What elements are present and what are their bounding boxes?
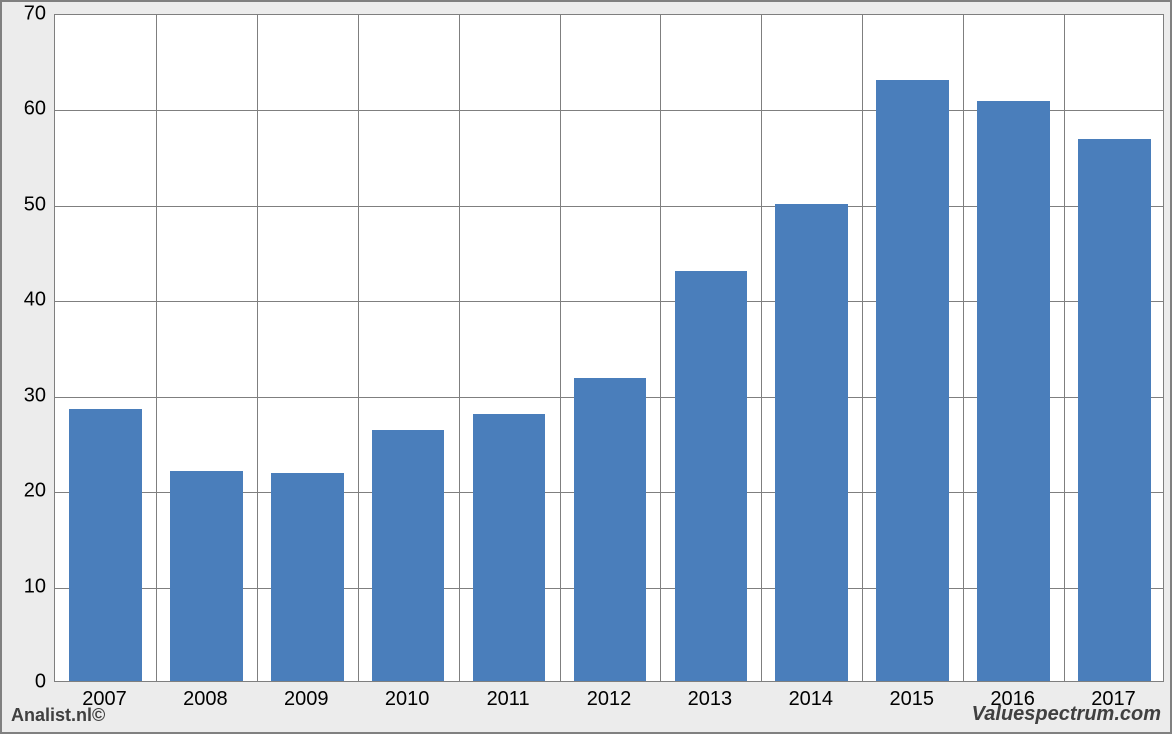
x-tick-label: 2008 (155, 688, 255, 711)
x-tick-label: 2015 (862, 688, 962, 711)
x-tick-label: 2013 (660, 688, 760, 711)
bar (69, 409, 142, 681)
footer-left-credit: Analist.nl© (11, 705, 105, 726)
y-tick-label: 20 (6, 480, 46, 503)
gridline-vertical (459, 15, 460, 681)
gridline-vertical (963, 15, 964, 681)
gridline-vertical (358, 15, 359, 681)
plot-area (54, 14, 1164, 682)
bar (775, 204, 848, 681)
bar (372, 430, 445, 681)
bar (675, 271, 748, 681)
bar (271, 473, 344, 681)
x-tick-label: 2012 (559, 688, 659, 711)
gridline-vertical (660, 15, 661, 681)
y-tick-label: 50 (6, 193, 46, 216)
y-tick-label: 10 (6, 575, 46, 598)
gridline-vertical (761, 15, 762, 681)
x-tick-label: 2011 (458, 688, 558, 711)
x-tick-label: 2009 (256, 688, 356, 711)
chart-frame: 010203040506070 200720082009201020112012… (0, 0, 1172, 734)
bar (574, 378, 647, 681)
gridline-vertical (1064, 15, 1065, 681)
bar (1078, 139, 1151, 681)
y-tick-label: 30 (6, 384, 46, 407)
y-tick-label: 60 (6, 98, 46, 121)
y-tick-label: 0 (6, 671, 46, 694)
x-tick-label: 2014 (761, 688, 861, 711)
footer-right-credit: Valuespectrum.com (972, 703, 1161, 726)
gridline-vertical (156, 15, 157, 681)
bar (473, 414, 546, 681)
gridline-vertical (257, 15, 258, 681)
bar (876, 80, 949, 681)
gridline-vertical (560, 15, 561, 681)
y-tick-label: 70 (6, 3, 46, 26)
y-tick-label: 40 (6, 289, 46, 312)
chart-canvas: 010203040506070 200720082009201020112012… (6, 6, 1166, 728)
x-tick-label: 2010 (357, 688, 457, 711)
bar (977, 101, 1050, 681)
gridline-vertical (862, 15, 863, 681)
bar (170, 471, 243, 681)
